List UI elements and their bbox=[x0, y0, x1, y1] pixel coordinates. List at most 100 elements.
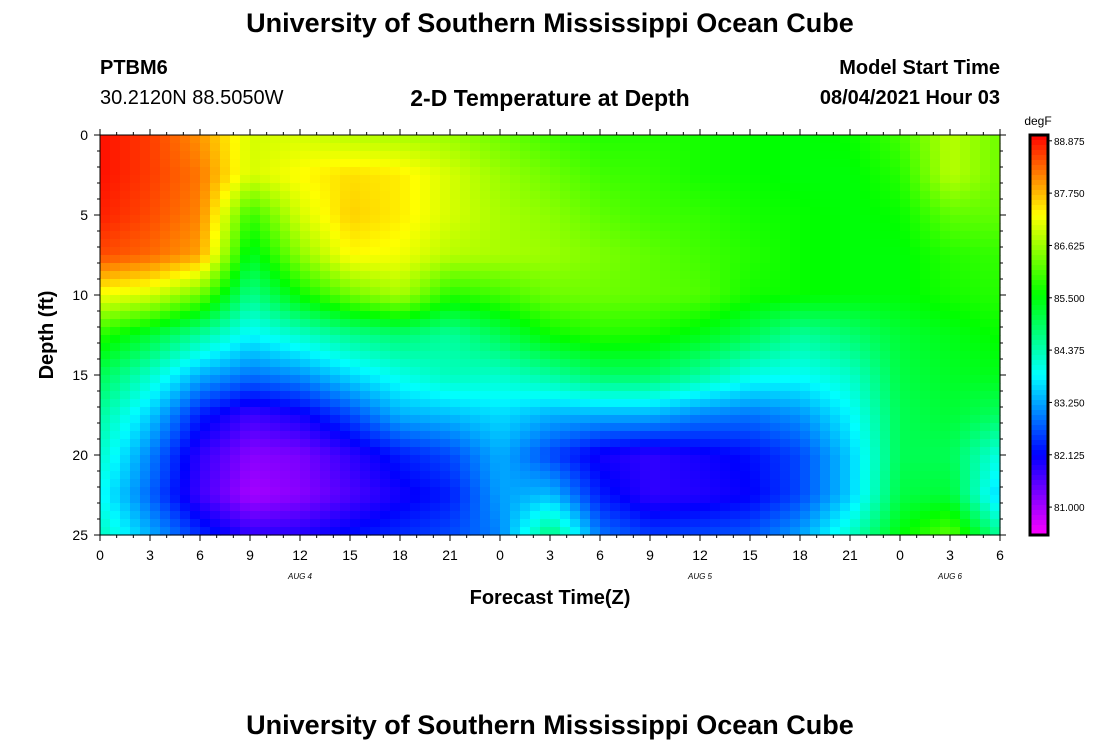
heatmap-cell bbox=[710, 223, 721, 232]
heatmap-cell bbox=[180, 199, 191, 208]
heatmap-cell bbox=[380, 463, 391, 472]
heatmap-cell bbox=[240, 271, 251, 280]
heatmap-cell bbox=[130, 327, 141, 336]
heatmap-cell bbox=[970, 175, 981, 184]
heatmap-cell bbox=[170, 495, 181, 504]
heatmap-cell bbox=[840, 167, 851, 176]
heatmap-cell bbox=[600, 415, 611, 424]
heatmap-cell bbox=[700, 383, 711, 392]
heatmap-cell bbox=[290, 215, 301, 224]
heatmap-cell bbox=[880, 471, 891, 480]
heatmap-cell bbox=[830, 223, 841, 232]
heatmap-cell bbox=[790, 247, 801, 256]
heatmap-cell bbox=[700, 255, 711, 264]
heatmap-cell bbox=[220, 439, 231, 448]
heatmap-cell bbox=[410, 359, 421, 368]
heatmap-cell bbox=[750, 319, 761, 328]
heatmap-cell bbox=[830, 263, 841, 272]
heatmap-cell bbox=[290, 255, 301, 264]
heatmap-cell bbox=[490, 151, 501, 160]
heatmap-cell bbox=[510, 455, 521, 464]
heatmap-cell bbox=[530, 327, 541, 336]
heatmap-cell bbox=[420, 375, 431, 384]
heatmap-cell bbox=[220, 335, 231, 344]
heatmap-cell bbox=[540, 231, 551, 240]
heatmap-cell bbox=[840, 263, 851, 272]
heatmap-cell bbox=[980, 495, 991, 504]
heatmap-cell bbox=[450, 495, 461, 504]
colorbar-tick-label: 86.625 bbox=[1054, 241, 1085, 252]
heatmap-cell bbox=[110, 247, 121, 256]
heatmap-cell bbox=[540, 311, 551, 320]
heatmap-cell bbox=[810, 351, 821, 360]
heatmap-cell bbox=[970, 183, 981, 192]
heatmap-cell bbox=[410, 239, 421, 248]
heatmap-cell bbox=[840, 503, 851, 512]
heatmap-cell bbox=[840, 183, 851, 192]
heatmap-cell bbox=[350, 135, 361, 144]
heatmap-cell bbox=[880, 271, 891, 280]
heatmap-cell bbox=[910, 375, 921, 384]
heatmap-cell bbox=[930, 431, 941, 440]
heatmap-cell bbox=[540, 391, 551, 400]
colorbar-swatch bbox=[1030, 485, 1048, 491]
colorbar-swatch bbox=[1030, 160, 1048, 166]
colorbar-swatch bbox=[1030, 320, 1048, 326]
heatmap-cell bbox=[390, 327, 401, 336]
heatmap-cell bbox=[600, 143, 611, 152]
heatmap-cell bbox=[760, 255, 771, 264]
heatmap-cell bbox=[610, 399, 621, 408]
heatmap-cell bbox=[870, 479, 881, 488]
heatmap-cell bbox=[610, 503, 621, 512]
heatmap-cell bbox=[300, 335, 311, 344]
heatmap-cell bbox=[420, 503, 431, 512]
heatmap-cell bbox=[480, 415, 491, 424]
heatmap-cell bbox=[850, 495, 861, 504]
heatmap-cell bbox=[770, 311, 781, 320]
heatmap-cell bbox=[820, 335, 831, 344]
heatmap-cell bbox=[510, 471, 521, 480]
heatmap-cell bbox=[900, 415, 911, 424]
heatmap-cell bbox=[620, 295, 631, 304]
heatmap-cell bbox=[660, 247, 671, 256]
heatmap-cell bbox=[550, 359, 561, 368]
heatmap-cell bbox=[930, 263, 941, 272]
heatmap-cell bbox=[760, 199, 771, 208]
heatmap-cell bbox=[900, 495, 911, 504]
heatmap-cell bbox=[880, 303, 891, 312]
heatmap-cell bbox=[200, 167, 211, 176]
heatmap-cell bbox=[330, 135, 341, 144]
heatmap-cell bbox=[900, 511, 911, 520]
heatmap-cell bbox=[540, 383, 551, 392]
heatmap-cell bbox=[880, 183, 891, 192]
heatmap-cell bbox=[400, 431, 411, 440]
heatmap-cell bbox=[370, 311, 381, 320]
heatmap-cell bbox=[710, 495, 721, 504]
heatmap-cell bbox=[450, 487, 461, 496]
heatmap-cell bbox=[170, 479, 181, 488]
heatmap-cell bbox=[590, 287, 601, 296]
heatmap-cell bbox=[630, 431, 641, 440]
heatmap-cell bbox=[450, 407, 461, 416]
heatmap-cell bbox=[800, 231, 811, 240]
heatmap-cell bbox=[690, 511, 701, 520]
heatmap-cell bbox=[650, 319, 661, 328]
heatmap-cells bbox=[100, 135, 1001, 536]
heatmap-cell bbox=[720, 527, 731, 536]
heatmap-cell bbox=[220, 231, 231, 240]
x-tick-label: 15 bbox=[342, 547, 358, 563]
heatmap-cell bbox=[430, 399, 441, 408]
heatmap-cell bbox=[460, 271, 471, 280]
heatmap-cell bbox=[370, 503, 381, 512]
heatmap-cell bbox=[710, 167, 721, 176]
heatmap-cell bbox=[490, 391, 501, 400]
heatmap-cell bbox=[640, 511, 651, 520]
heatmap-cell bbox=[200, 367, 211, 376]
heatmap-cell bbox=[820, 215, 831, 224]
heatmap-cell bbox=[750, 399, 761, 408]
heatmap-cell bbox=[980, 519, 991, 528]
heatmap-cell bbox=[230, 279, 241, 288]
heatmap-cell bbox=[440, 471, 451, 480]
heatmap-cell bbox=[250, 503, 261, 512]
heatmap-cell bbox=[150, 367, 161, 376]
